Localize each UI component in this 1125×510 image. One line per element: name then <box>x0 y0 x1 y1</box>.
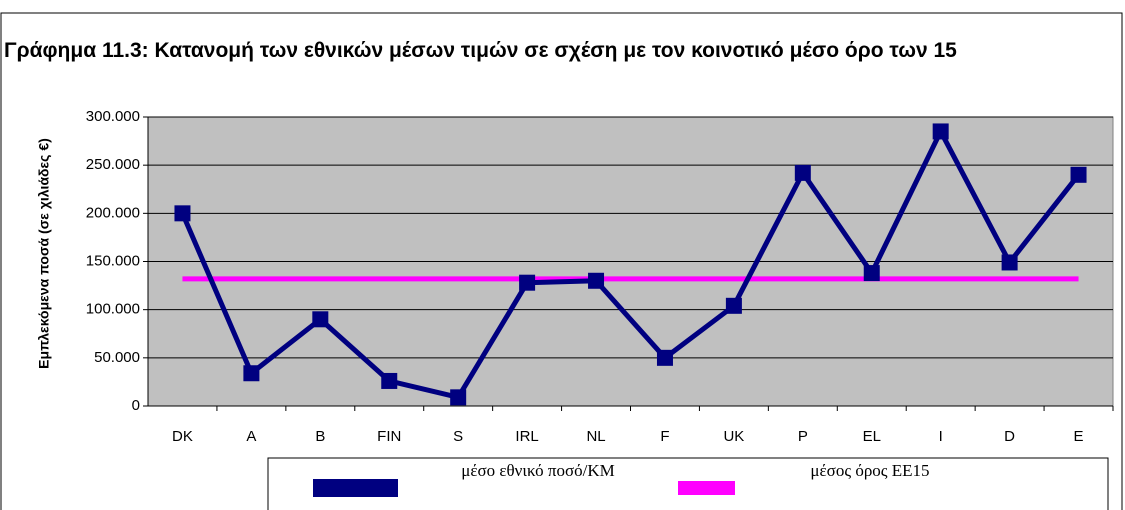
x-tick-label: P <box>798 428 808 445</box>
x-tick-label: IRL <box>515 428 538 445</box>
y-tick-label: 50.000 <box>94 349 140 366</box>
x-tick-label: UK <box>723 428 744 445</box>
legend-label: μέσο εθνικό ποσό/ΚΜ <box>461 461 615 480</box>
marker <box>243 365 260 382</box>
marker <box>588 272 605 289</box>
y-tick-label: 100.000 <box>86 301 140 318</box>
marker <box>312 311 329 328</box>
frame <box>0 12 1123 510</box>
marker <box>725 297 742 314</box>
marker <box>381 372 398 389</box>
marker <box>450 389 467 406</box>
marker <box>519 274 536 291</box>
x-tick-label: F <box>660 428 669 445</box>
series-line <box>180 128 1081 400</box>
x-tick-label: S <box>453 428 463 445</box>
marker <box>656 349 673 366</box>
marker <box>794 164 811 181</box>
x-tick-label: D <box>1004 428 1015 445</box>
x-tick-label: B <box>315 428 325 445</box>
y-axis-label: Εμπλεκόμενα ποσά (σε χιλιάδες €) <box>35 138 52 369</box>
y-tick-label: 300.000 <box>86 108 140 125</box>
y-tick-label: 150.000 <box>86 252 140 269</box>
x-tick-label: I <box>939 428 943 445</box>
legend-swatch <box>678 481 735 495</box>
marker <box>863 265 880 282</box>
x-tick-label: EL <box>863 428 881 445</box>
chart-title: Γράφημα 11.3: Κατανομή των εθνικών μέσων… <box>4 39 957 62</box>
y-tick-label: 0 <box>132 397 140 414</box>
legend-label: μέσος όρος ΕΕ15 <box>810 461 929 480</box>
y-tick-label: 250.000 <box>86 156 140 173</box>
x-tick-label: E <box>1074 428 1084 445</box>
marker <box>1001 254 1018 271</box>
legend-swatch <box>313 479 398 497</box>
marker <box>174 205 191 222</box>
x-tick-label: NL <box>586 428 605 445</box>
y-tick-label: 200.000 <box>86 204 140 221</box>
marker <box>1070 166 1087 183</box>
x-tick-label: A <box>246 428 256 445</box>
x-tick-label: FIN <box>377 428 401 445</box>
x-tick-label: DK <box>172 428 193 445</box>
marker <box>932 123 949 140</box>
